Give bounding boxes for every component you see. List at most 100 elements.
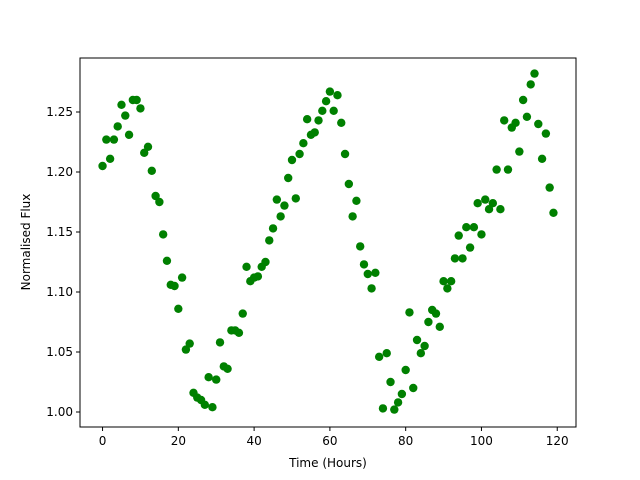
point <box>374 352 384 361</box>
point <box>363 269 372 279</box>
point <box>496 205 505 214</box>
point <box>492 165 501 174</box>
point <box>314 116 323 125</box>
point <box>458 254 467 263</box>
x-axis-label: Time (Hours) <box>288 456 367 470</box>
point <box>522 112 532 122</box>
point <box>325 87 335 96</box>
point <box>545 183 554 192</box>
point <box>284 173 293 183</box>
point <box>212 375 221 384</box>
point <box>481 195 490 204</box>
y-tick-label: 1.15 <box>46 225 73 239</box>
point <box>488 199 498 208</box>
point <box>446 277 456 286</box>
y-tick-label: 1.25 <box>46 105 73 119</box>
x-tick-label: 20 <box>171 434 186 448</box>
point <box>439 277 448 286</box>
point <box>109 135 119 144</box>
point <box>276 212 285 221</box>
point <box>200 400 210 409</box>
point <box>268 224 278 233</box>
point <box>344 179 354 189</box>
point <box>136 104 145 113</box>
point <box>484 205 494 214</box>
point <box>454 231 463 240</box>
point <box>151 191 160 201</box>
point <box>526 80 535 89</box>
point <box>105 154 115 163</box>
point <box>371 268 380 277</box>
point <box>253 272 263 281</box>
point <box>147 166 157 175</box>
y-tick-label: 1.05 <box>46 345 73 359</box>
point <box>348 212 357 221</box>
point <box>158 230 168 239</box>
point <box>367 284 376 293</box>
point <box>329 106 338 116</box>
point <box>352 196 361 205</box>
point <box>121 111 130 120</box>
x-tick-label: 80 <box>398 434 413 448</box>
point <box>412 335 422 345</box>
point <box>287 155 297 165</box>
point <box>477 230 486 239</box>
point <box>261 257 270 267</box>
point <box>333 91 342 100</box>
x-tick-label: 120 <box>546 434 569 448</box>
point <box>420 341 429 351</box>
point <box>515 147 524 156</box>
point <box>204 373 213 382</box>
point <box>265 236 274 245</box>
point <box>401 365 410 375</box>
point <box>321 97 331 106</box>
point <box>549 208 558 217</box>
point <box>318 106 327 116</box>
point <box>378 404 388 413</box>
point <box>499 116 509 125</box>
point <box>393 398 403 407</box>
point <box>337 118 346 128</box>
point <box>132 95 141 105</box>
point <box>102 135 111 144</box>
point <box>541 129 551 138</box>
point <box>238 309 247 318</box>
x-tick-label: 40 <box>246 434 261 448</box>
point <box>382 349 391 358</box>
point <box>98 161 107 171</box>
point <box>181 345 191 354</box>
x-tick-label: 60 <box>322 434 337 448</box>
point <box>117 100 126 110</box>
point <box>170 281 179 291</box>
point <box>450 254 460 263</box>
point <box>155 197 164 207</box>
point <box>162 256 172 265</box>
point <box>185 339 194 348</box>
point <box>462 223 471 232</box>
point <box>124 130 134 139</box>
x-tick-label: 100 <box>470 434 493 448</box>
point <box>215 338 225 347</box>
point <box>405 308 414 317</box>
point <box>386 377 395 387</box>
point <box>242 262 251 271</box>
point <box>397 389 407 399</box>
point <box>530 69 539 78</box>
y-axis-label: Normalised Flux <box>19 194 33 291</box>
y-tick-label: 1.00 <box>46 405 73 419</box>
point <box>431 309 441 318</box>
point <box>356 242 365 251</box>
x-tick-label: 0 <box>99 434 107 448</box>
point <box>518 95 528 105</box>
point <box>291 194 300 203</box>
point <box>424 317 433 327</box>
point <box>143 142 153 151</box>
point <box>465 243 475 252</box>
point <box>473 199 482 208</box>
point <box>299 139 308 148</box>
point <box>534 119 543 129</box>
point <box>390 405 399 414</box>
point <box>359 260 369 269</box>
